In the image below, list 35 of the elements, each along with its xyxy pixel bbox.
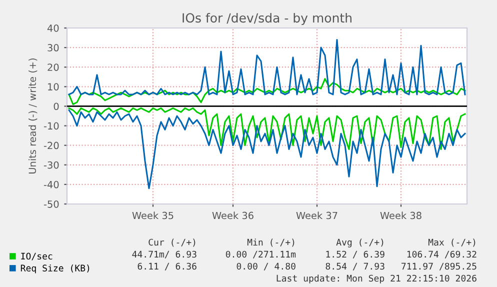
y-tick-label: -20 (44, 142, 59, 150)
text: 44.71m/ 6.93 (132, 250, 196, 258)
y-tick-label: -10 (44, 122, 59, 130)
y-axis-title: Units read (-) / write (+) (28, 58, 38, 174)
text: Max (-/+) (428, 238, 476, 247)
y-tick-label: -50 (44, 200, 59, 208)
y-tick-label: 40 (47, 24, 59, 32)
text: Cur (-/+) (148, 238, 196, 247)
line-series (68, 78, 466, 106)
text: 1.52 / 6.39 (326, 250, 384, 258)
y-tick-label: -40 (44, 180, 59, 188)
text: 0.00 /271.11m (226, 250, 296, 258)
text: 711.97 /895.25 (402, 262, 476, 270)
text: 6.11 / 6.36 (138, 262, 196, 270)
x-tick-label: Week 38 (380, 212, 422, 220)
text: 106.74 /69.32 (407, 250, 476, 258)
text: Last update: Mon Sep 21 22:15:10 2026 (276, 274, 476, 284)
legend-label: IO/sec (21, 252, 52, 260)
text: 0.00 / 4.80 (236, 262, 296, 270)
y-tick-label: 10 (48, 83, 59, 90)
legend-label: Req Size (KB) (20, 264, 90, 274)
y-tick-label: 30 (48, 44, 59, 52)
x-tick-label: Week 35 (132, 212, 174, 220)
text: Avg (-/+) (336, 238, 384, 248)
x-tick-label: Week 37 (296, 212, 338, 220)
text: 8.54 / 7.93 (326, 262, 384, 270)
y-tick-label: -30 (44, 161, 59, 169)
chart-title: IOs for /dev/sda - by month (182, 12, 352, 26)
line-series (68, 38, 466, 96)
y-tick-label: 20 (48, 64, 59, 71)
text: Min (-/+) (247, 238, 294, 247)
x-tick-label: Week 36 (212, 212, 254, 220)
line-series (68, 109, 466, 190)
line-series (68, 107, 466, 150)
y-tick-label: 0 (54, 102, 59, 110)
